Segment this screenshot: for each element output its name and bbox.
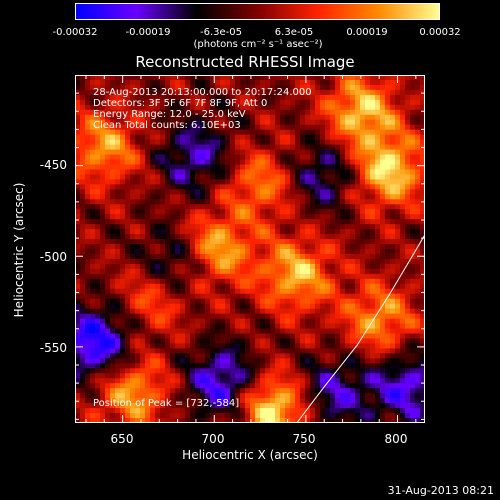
annotation-energy-range: Energy Range: 12.0 - 25.0 keV (93, 109, 246, 120)
annotation-detectors: Detectors: 3F 5F 6F 7F 8F 9F, Att 0 (93, 98, 268, 109)
y-tick-label: -550 (39, 341, 67, 355)
colorbar-tick: -0.00019 (125, 27, 171, 38)
heatmap-cells (75, 75, 425, 423)
colorbar-tick-labels: -0.00032 -0.00019 -6.3e-05 6.3e-05 0.000… (0, 0, 500, 60)
annotation-peak-position: Position of Peak = [732,-584] (93, 398, 240, 409)
axis-ticks (75, 75, 425, 423)
annotation-time-range: 28-Aug-2013 20:13:00.000 to 20:17:24.000 (93, 87, 312, 98)
colorbar (75, 3, 440, 20)
solar-limb-line (296, 234, 425, 423)
y-axis-label: Heliocentric Y (arcsec) (12, 182, 26, 318)
footer-date: 31-Aug-2013 08:21 (387, 484, 494, 497)
colorbar-tick: 0.00019 (346, 27, 388, 38)
colorbar-tick: -0.00032 (52, 27, 98, 38)
colorbar-tick: -6.3e-05 (200, 27, 242, 38)
y-tick-label: -500 (39, 250, 67, 264)
x-tick-label: 700 (201, 432, 225, 446)
heatmap-image (75, 75, 425, 423)
colorbar-tick: 0.00032 (419, 27, 461, 38)
colorbar-unit-label: (photons cm⁻² s⁻¹ asec⁻²) (193, 39, 323, 50)
x-tick-label: 800 (384, 432, 408, 446)
chart-title: Reconstructed RHESSI Image (135, 53, 355, 71)
colorbar-tick: 6.3e-05 (274, 27, 314, 38)
x-tick-label: 650 (110, 432, 134, 446)
plot-frame (75, 75, 425, 423)
x-axis-label: Heliocentric X (arcsec) (182, 448, 318, 462)
x-tick-label: 750 (292, 432, 316, 446)
annotation-clean-counts: Clean Total counts: 6.10E+03 (93, 120, 241, 131)
y-tick-label: -450 (39, 158, 67, 172)
plot-area (75, 75, 425, 423)
